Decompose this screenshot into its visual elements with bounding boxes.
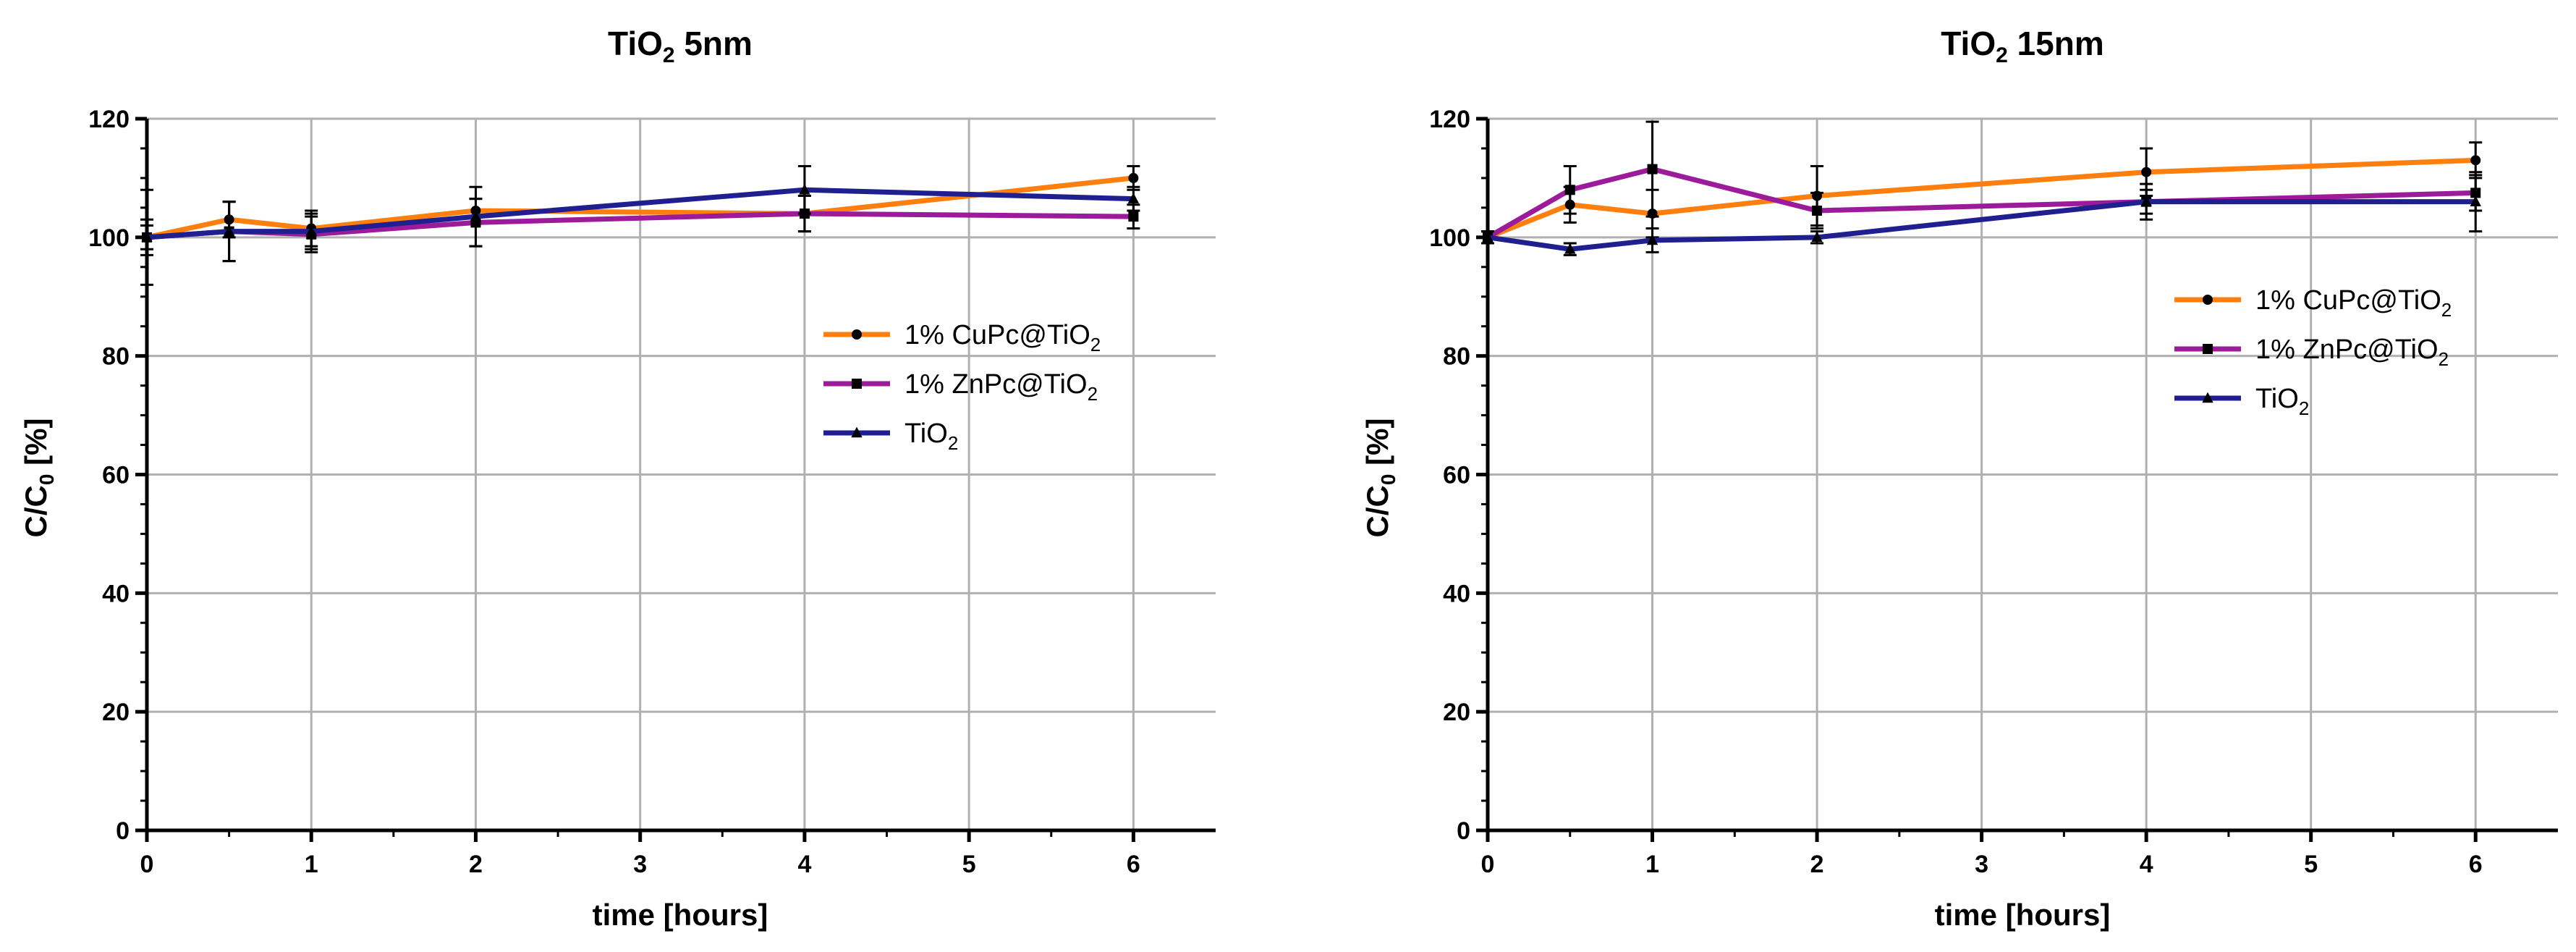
y-tick-label: 120 xyxy=(1429,106,1470,133)
chart-title-sub: 2 xyxy=(663,43,675,67)
data-point xyxy=(1646,234,1658,245)
y-tick-label: 60 xyxy=(1443,462,1470,489)
y-axis-label-rest: [%] xyxy=(19,418,53,474)
y-tick-label: 100 xyxy=(88,224,130,252)
legend-label: 1% CuPc@TiO2 xyxy=(2255,285,2452,321)
x-tick-label: 0 xyxy=(1481,851,1495,878)
y-axis-label: C/C0 [%] xyxy=(19,418,58,538)
data-point xyxy=(2470,155,2481,166)
y-axis-label-sub: 0 xyxy=(1377,474,1399,486)
chart-title-rest: 5nm xyxy=(675,25,753,62)
legend-label: TiO2 xyxy=(2255,384,2309,419)
legend-item: TiO2 xyxy=(2174,384,2309,419)
data-point xyxy=(1482,231,1494,243)
y-tick-label: 20 xyxy=(1443,699,1470,726)
legend-marker xyxy=(852,329,862,340)
legend-label: 1% ZnPc@TiO2 xyxy=(2255,334,2449,370)
legend-marker xyxy=(2203,295,2213,305)
x-tick-label: 3 xyxy=(1975,851,1988,878)
legend-label: 1% ZnPc@TiO2 xyxy=(904,369,1098,405)
data-series xyxy=(140,165,1140,286)
x-tick-label: 0 xyxy=(140,851,154,878)
x-tick-label: 6 xyxy=(1127,851,1140,878)
grid-lines xyxy=(1488,117,2558,832)
data-point xyxy=(1564,185,1575,195)
x-tick-label: 6 xyxy=(2469,851,2483,878)
data-point xyxy=(2141,167,2152,177)
x-tick-label: 1 xyxy=(305,851,318,878)
y-tick-label: 80 xyxy=(1443,343,1470,371)
series-2 xyxy=(1481,171,2483,256)
chart-title-main: TiO xyxy=(1941,25,1996,62)
x-axis-label: time [hours] xyxy=(1935,898,2111,932)
data-point xyxy=(1811,231,1823,243)
data-point xyxy=(2470,195,2481,206)
legend-marker xyxy=(2202,392,2213,403)
x-tick-label: 3 xyxy=(633,851,647,878)
legend-marker xyxy=(851,426,863,438)
data-point xyxy=(799,183,810,195)
x-tick-label: 2 xyxy=(469,851,483,878)
legend-item: 1% CuPc@TiO2 xyxy=(823,320,1101,355)
legend-item: 1% ZnPc@TiO2 xyxy=(823,369,1098,405)
y-tick-label: 0 xyxy=(116,817,130,845)
legend-item: 1% CuPc@TiO2 xyxy=(2174,285,2452,321)
data-point xyxy=(1128,172,1139,183)
data-point xyxy=(1564,243,1576,254)
series-2 xyxy=(140,165,1140,286)
data-point xyxy=(1127,193,1140,203)
legend-marker xyxy=(852,379,862,389)
data-point xyxy=(1812,205,1823,216)
data-point xyxy=(223,225,235,236)
x-axis-label: time [hours] xyxy=(593,898,768,932)
x-tick-label: 2 xyxy=(1810,851,1824,878)
y-axis-label-main: C/C xyxy=(19,485,53,537)
data-series xyxy=(1481,120,2483,256)
chart-title-sub: 2 xyxy=(1996,43,2008,67)
y-tick-label: 100 xyxy=(1429,224,1470,252)
chart-title-main: TiO xyxy=(608,25,663,62)
y-tick-label: 40 xyxy=(1443,580,1470,607)
y-tick-label: 80 xyxy=(102,343,130,371)
data-point xyxy=(2140,195,2152,206)
chart-title: TiO2 15nm xyxy=(1941,25,2103,67)
y-tick-label: 40 xyxy=(102,580,130,607)
y-axis-label-sub: 0 xyxy=(35,474,58,486)
legend-label: TiO2 xyxy=(904,418,958,454)
legend-item: TiO2 xyxy=(823,418,958,454)
data-point xyxy=(1647,164,1658,174)
series-line xyxy=(1487,199,2476,252)
legend: 1% CuPc@TiO2 1% ZnPc@TiO2 TiO2 xyxy=(2174,285,2452,419)
grid-lines xyxy=(147,117,1216,832)
data-point xyxy=(1128,211,1139,222)
x-tick-label: 4 xyxy=(797,851,811,878)
legend-item: 1% ZnPc@TiO2 xyxy=(2174,334,2449,370)
y-tick-label: 60 xyxy=(102,462,130,489)
data-point xyxy=(141,231,153,243)
x-tick-label: 4 xyxy=(2140,851,2153,878)
y-tick-label: 120 xyxy=(88,106,130,133)
y-axis-label-rest: [%] xyxy=(1360,418,1394,474)
series-line xyxy=(146,175,1134,240)
y-axis-label-main: C/C xyxy=(1360,485,1394,537)
chart-title-rest: 15nm xyxy=(2008,25,2104,62)
series-line xyxy=(1486,157,2476,240)
series-line xyxy=(146,187,1134,240)
x-tick-label: 1 xyxy=(1645,851,1659,878)
legend: 1% CuPc@TiO2 1% ZnPc@TiO2 TiO2 xyxy=(823,320,1101,454)
chart-title: TiO2 5nm xyxy=(608,25,753,67)
y-tick-label: 20 xyxy=(102,699,130,726)
x-tick-label: 5 xyxy=(2304,851,2318,878)
data-point xyxy=(470,210,482,222)
x-tick-label: 5 xyxy=(962,851,976,878)
y-tick-label: 0 xyxy=(1457,817,1470,845)
legend-marker xyxy=(2203,344,2213,354)
legend-label: 1% CuPc@TiO2 xyxy=(904,320,1101,355)
axes: 0 20 40 60 80 100 120 0 1 2 3 4 5 6 xyxy=(1429,106,2558,878)
y-axis-label: C/C0 [%] xyxy=(1360,418,1399,538)
data-point xyxy=(305,225,317,236)
